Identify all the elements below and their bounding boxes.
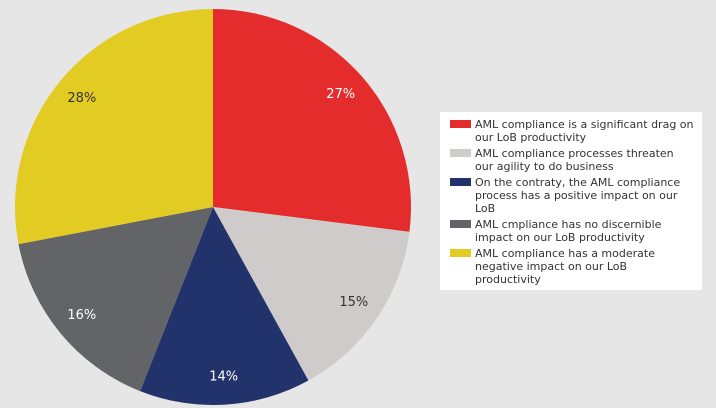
legend-label: AML compliance is a significant drag on …	[475, 118, 694, 144]
legend-item: AML cmpliance has no discernible impact …	[450, 218, 702, 244]
pie-slice	[213, 207, 410, 381]
value-label: 28%	[67, 91, 96, 106]
legend: AML compliance is a significant drag on …	[440, 112, 702, 290]
legend-label: On the contraty, the AML compliance proc…	[475, 176, 681, 215]
legend-swatch	[450, 249, 471, 257]
legend-label: AML compliance processes threaten our ag…	[475, 147, 674, 173]
legend-label: AML compliance has a moderate negative i…	[475, 247, 655, 286]
legend-item: AML compliance has a moderate negative i…	[450, 247, 702, 286]
value-label: 16%	[67, 308, 96, 323]
legend-item: On the contraty, the AML compliance proc…	[450, 176, 702, 215]
legend-item: AML compliance processes threaten our ag…	[450, 147, 702, 173]
pie-slice	[213, 9, 411, 232]
legend-swatch	[450, 220, 471, 228]
legend-label: AML cmpliance has no discernible impact …	[475, 218, 662, 244]
pie-slice	[140, 207, 309, 405]
legend-swatch	[450, 149, 471, 157]
legend-item: AML compliance is a significant drag on …	[450, 118, 702, 144]
value-label: 15%	[339, 295, 368, 310]
pie-slice	[18, 207, 213, 392]
legend-swatch	[450, 178, 471, 186]
pie-slice	[14, 9, 214, 245]
value-label: 14%	[209, 369, 238, 384]
value-label: 27%	[326, 87, 355, 102]
legend-swatch	[450, 120, 471, 128]
